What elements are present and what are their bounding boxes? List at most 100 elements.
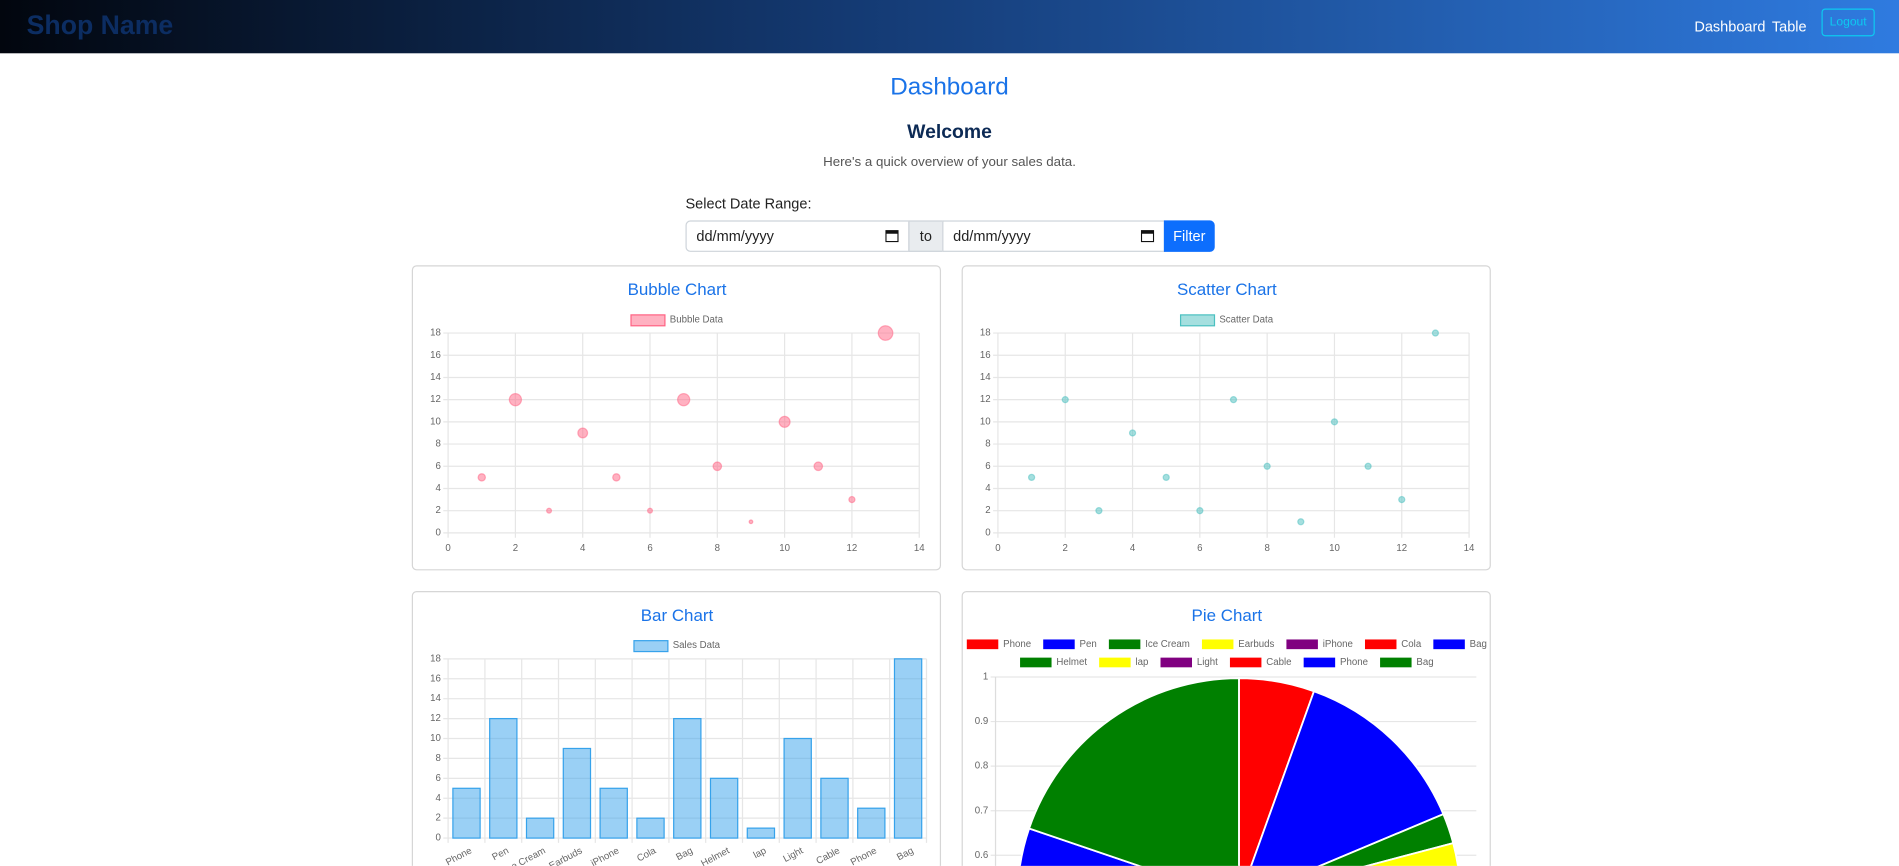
y-tick-label: 6 [435,461,440,472]
x-tick-label: 14 [1464,543,1475,554]
y-tick-label: 6 [985,461,990,472]
legend-label: lap [1135,657,1148,668]
pie-slice [1027,677,1240,866]
bubble [477,473,486,482]
bar [489,717,518,839]
chart-card: Bubble Chart 0 2 4 6 8 10 12 14 16 18 0 2 4 6 8 10 12 14 Bu… [411,265,942,571]
chart-title: Scatter Chart [1177,280,1277,299]
bubble [508,393,523,407]
legend-label: Scatter Data [1219,314,1273,325]
scatter-point [1263,462,1271,470]
y-tick-label: 0 [985,527,990,538]
y-tick-label: 14 [430,372,441,383]
scatter-point [1297,518,1305,526]
date-from[interactable]: dd/mm/yyyy [685,220,910,252]
y-tick-label: 14 [980,372,991,383]
scatter-point [1330,418,1339,426]
welcome: Welcome [907,122,992,143]
y-tick-label: 8 [985,439,990,450]
x-tick-label: 10 [779,543,790,554]
bubble [577,427,589,439]
bar [452,787,481,839]
x-tick-label: 4 [580,543,586,554]
y-tick-label: 0.7 [975,805,988,816]
pie-slice [1363,841,1459,866]
chart-card: Scatter Chart 0 2 4 6 8 10 12 14 16 18 0 2 4 6 8 10 12 14 S… [961,265,1491,571]
legend-swatch [1364,639,1397,650]
brand[interactable]: Shop Name [26,9,174,40]
y-tick-label: 2 [435,813,440,824]
x-tick-label: lap [752,845,769,861]
chart: Pie Chart 0.6 0.7 0.8 0.9 1 Phone Pen Ice Cream E… [966,606,1487,866]
scatter-point [1431,329,1440,337]
scatter-point [1196,507,1204,515]
bar [525,817,555,839]
x-tick-label: Earbuds [547,845,584,866]
legend-label: Sales Data [673,640,721,651]
legend-swatch [633,640,669,653]
legend-swatch [1099,657,1131,668]
nav-link[interactable]: Table [1771,18,1807,36]
x-tick-label: Phone [849,845,879,866]
x-tick-label: 12 [847,543,858,554]
legend-label: iPhone [1323,639,1353,650]
bubble [877,325,894,341]
x-tick-label: 8 [715,543,720,554]
scatter-point [1061,396,1069,404]
legend-swatch [1043,639,1075,650]
y-tick-label: 4 [435,793,441,804]
y-tick-label: 8 [435,753,440,764]
x-tick-label: 2 [1063,543,1068,554]
y-tick-label: 10 [980,416,991,427]
scatter-point [1095,507,1103,515]
bubble [813,461,824,472]
bubble [712,461,723,472]
logout-button[interactable]: Logout [1821,8,1875,37]
legend-swatch [1179,314,1216,327]
scatter-point [1027,473,1036,482]
bubble [646,507,654,514]
y-tick-label: 2 [985,505,990,516]
legend-label: Phone [1003,639,1031,650]
legend-swatch [1303,657,1336,668]
legend-label: Earbuds [1238,639,1274,650]
y-tick-label: 0 [435,833,440,844]
bar [636,817,665,839]
x-tick-label: 2 [513,543,518,554]
legend-swatch [1108,639,1141,650]
bubble [748,519,754,525]
x-tick-label: Pen [490,845,510,863]
legend-label: Bag [1416,657,1433,668]
y-tick-label: 0 [435,527,440,538]
chart-title: Bubble Chart [628,280,727,299]
y-tick-label: 4 [435,483,441,494]
x-tick-label: iPhone [589,845,621,866]
x-tick-label: 8 [1264,543,1269,554]
chart-title: Bar Chart [641,606,714,625]
bubble [612,473,621,482]
scatter-point [1364,462,1372,470]
legend-label: Phone [1340,657,1368,668]
legend-swatch [1160,657,1192,668]
bar [599,787,628,839]
x-tick-label: Phone [444,845,474,866]
to-label: to [908,220,944,252]
x-tick-label: 10 [1329,543,1340,554]
x-tick-label: Helmet [699,845,731,866]
chart-title: Pie Chart [1192,606,1263,625]
chart-card: Pie Chart 0.6 0.7 0.8 0.9 1 Phone Pen Ice Cream E… [961,591,1491,866]
bar [893,658,923,839]
legend-label: Cola [1401,639,1422,650]
filter-button[interactable]: Filter [1163,220,1215,252]
date-to[interactable]: dd/mm/yyyy [942,220,1166,252]
y-tick-label: 12 [430,713,441,724]
x-tick-label: Bag [674,845,694,863]
bubble [677,393,691,407]
x-tick-label: 14 [914,543,925,554]
nav-link[interactable]: Dashboard [1694,18,1766,36]
y-tick-label: 16 [430,350,441,361]
x-tick-label: Light [781,845,805,865]
y-tick-label: 1 [983,672,988,683]
